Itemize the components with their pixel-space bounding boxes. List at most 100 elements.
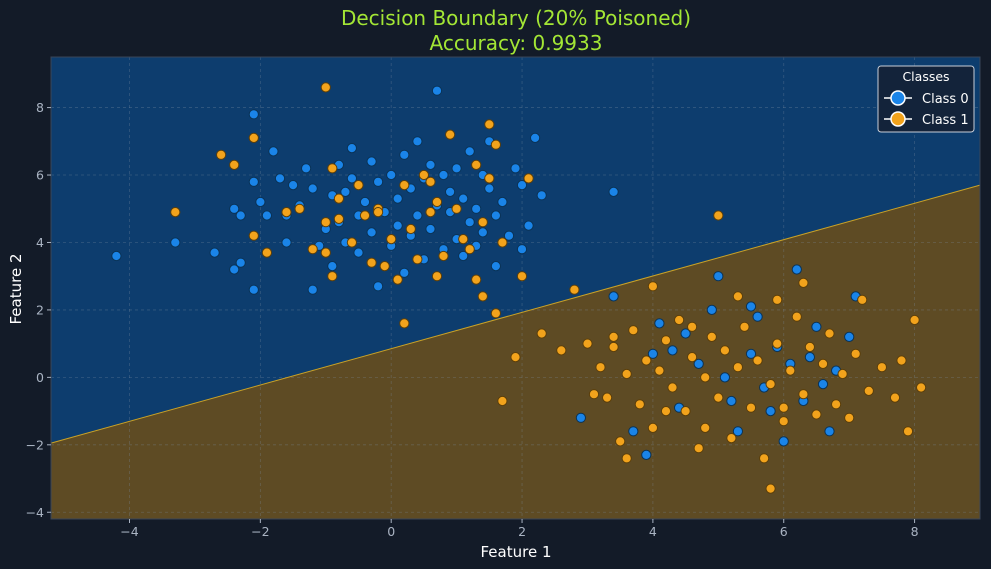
data-point-class-0 — [536, 190, 547, 201]
data-point-class-1 — [307, 244, 318, 255]
data-point-class-1 — [909, 314, 920, 326]
data-point-class-1 — [229, 159, 240, 170]
data-point-class-1 — [320, 82, 331, 93]
chart-title-line-1: Decision Boundary (20% Poisoned) — [341, 6, 691, 30]
data-point-class-0 — [824, 426, 835, 437]
data-point-class-1 — [660, 335, 672, 346]
data-point-class-0 — [628, 426, 639, 437]
data-point-class-1 — [896, 355, 907, 366]
data-point-class-0 — [608, 186, 619, 197]
data-point-class-1 — [850, 348, 861, 359]
data-point-class-0 — [458, 193, 469, 204]
data-point-class-1 — [327, 163, 338, 174]
data-point-class-1 — [667, 382, 678, 393]
data-point-class-0 — [706, 304, 717, 315]
x-tick-label: 4 — [649, 524, 657, 539]
data-point-class-1 — [510, 352, 521, 363]
data-point-class-0 — [412, 210, 423, 221]
data-point-class-1 — [484, 173, 495, 184]
data-point-class-0 — [431, 85, 443, 96]
data-point-class-0 — [209, 247, 220, 258]
data-point-class-1 — [824, 328, 835, 339]
plot-frame — [50, 56, 981, 520]
data-point-class-1 — [785, 365, 796, 376]
data-point-class-1 — [713, 392, 724, 403]
data-point-class-0 — [497, 196, 508, 208]
data-point-class-1 — [759, 453, 770, 464]
data-point-class-1 — [608, 341, 619, 353]
data-point-class-1 — [392, 274, 403, 285]
data-point-class-1 — [445, 129, 456, 140]
legend-item-class-1: Class 1 — [884, 111, 969, 128]
data-point-class-0 — [327, 261, 338, 272]
data-point-class-1 — [732, 362, 744, 373]
data-point-class-0 — [752, 311, 763, 322]
data-point-class-1 — [399, 180, 410, 191]
x-tick-label: 2 — [518, 524, 526, 539]
data-point-class-0 — [353, 247, 364, 258]
data-point-class-1 — [608, 331, 619, 342]
data-point-class-1 — [405, 223, 416, 235]
x-tick-label: 0 — [387, 524, 395, 539]
data-point-class-1 — [752, 355, 763, 366]
data-point-class-1 — [719, 345, 731, 356]
data-point-class-0 — [288, 180, 299, 191]
data-point-class-1 — [588, 389, 600, 400]
data-point-class-0 — [516, 244, 528, 255]
data-point-class-1 — [798, 277, 809, 288]
data-point-class-0 — [373, 176, 384, 187]
data-point-class-0 — [647, 348, 659, 359]
data-point-class-0 — [366, 227, 377, 238]
data-point-class-1 — [863, 385, 874, 396]
data-point-class-1 — [634, 399, 645, 410]
data-point-class-0 — [693, 358, 704, 369]
data-point-class-1 — [451, 203, 462, 214]
data-point-class-0 — [471, 203, 482, 214]
data-point-class-1 — [359, 210, 371, 221]
data-point-class-1 — [654, 365, 665, 376]
data-point-class-0 — [229, 264, 240, 275]
data-point-class-1 — [876, 362, 888, 373]
data-point-class-1 — [713, 210, 724, 221]
data-point-class-1 — [739, 321, 750, 332]
data-point-class-0 — [778, 436, 789, 447]
data-point-class-1 — [333, 193, 344, 204]
data-point-class-1 — [772, 294, 783, 305]
data-point-class-1 — [804, 341, 816, 353]
data-point-class-1 — [687, 352, 698, 363]
data-point-class-1 — [431, 196, 443, 208]
region-class-0 — [51, 57, 980, 444]
y-tick-label: 6 — [36, 168, 44, 183]
data-point-class-1 — [641, 355, 652, 366]
series-class-1 — [170, 82, 927, 494]
data-point-class-1 — [346, 237, 357, 248]
data-point-class-1 — [791, 311, 802, 322]
legend-item-class-0: Class 0 — [884, 90, 969, 107]
y-tick-label: 2 — [36, 302, 44, 317]
data-point-class-0 — [346, 143, 357, 154]
data-point-class-1 — [647, 422, 659, 433]
data-point-class-1 — [745, 402, 757, 413]
data-point-class-1 — [216, 149, 227, 160]
data-point-class-0 — [726, 395, 737, 407]
data-point-class-1 — [320, 247, 331, 258]
data-point-class-1 — [844, 412, 855, 423]
data-point-class-1 — [484, 119, 495, 130]
data-point-class-1 — [261, 247, 272, 258]
data-point-class-1 — [680, 406, 691, 417]
data-point-class-0 — [804, 352, 816, 363]
data-point-class-1 — [458, 234, 469, 245]
data-point-class-1 — [889, 392, 901, 403]
data-point-class-1 — [327, 271, 338, 282]
data-point-class-1 — [916, 382, 927, 393]
data-point-class-1 — [765, 483, 776, 494]
data-point-class-1 — [333, 213, 344, 224]
data-point-class-0 — [530, 132, 541, 143]
data-point-class-1 — [778, 416, 789, 427]
data-point-class-0 — [346, 173, 357, 184]
data-point-class-1 — [831, 399, 842, 410]
data-point-class-0 — [464, 146, 475, 157]
data-point-class-0 — [235, 257, 246, 268]
data-point-class-1 — [628, 325, 639, 336]
